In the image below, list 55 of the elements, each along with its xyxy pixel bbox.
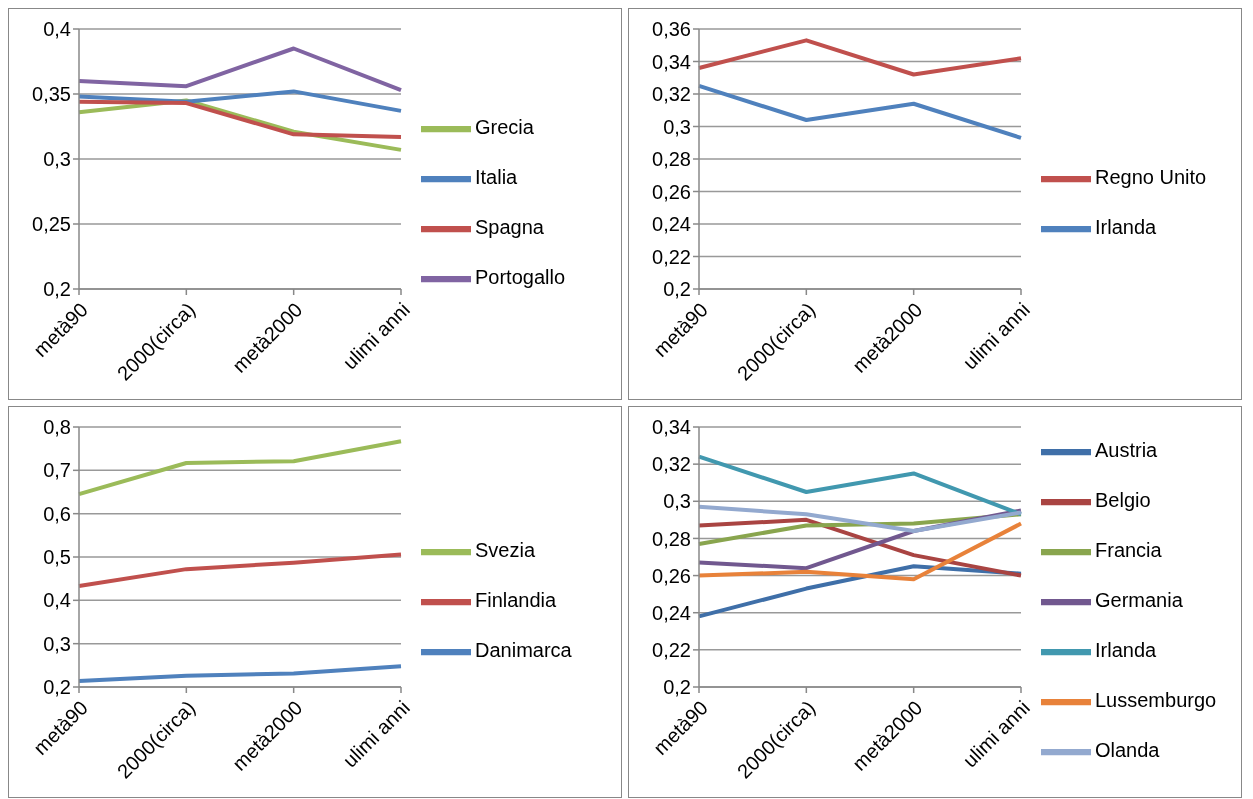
y-tick-label: 0,4	[43, 18, 71, 41]
y-tick-label: 0,24	[652, 213, 691, 236]
legend-label: Lussemburgo	[1095, 689, 1217, 712]
legend-label: Germania	[1095, 589, 1183, 612]
line-series	[697, 38, 1023, 77]
legend-label: Irlanda	[1095, 216, 1157, 239]
y-tick-label: 0,7	[43, 459, 71, 482]
y-tick-label: 0,26	[652, 564, 691, 587]
y-tick-label: 0,3	[663, 490, 691, 513]
y-tick-label: 0,35	[32, 83, 71, 106]
legend-label: Italia	[475, 166, 518, 189]
y-tick-label: 0,26	[652, 180, 691, 203]
legend-label: Francia	[1095, 539, 1162, 562]
y-tick-label: 0,2	[663, 676, 691, 699]
legend-label: Regno Unito	[1095, 166, 1207, 189]
legend-label: Spagna	[475, 216, 544, 239]
line-series	[697, 83, 1023, 140]
line-series	[77, 552, 403, 589]
y-tick-label: 0,28	[652, 527, 691, 550]
y-tick-label: 0,3	[43, 148, 71, 171]
legend-label: Belgio	[1095, 489, 1151, 512]
y-tick-label: 0,8	[43, 416, 71, 439]
y-tick-label: 0,25	[32, 213, 71, 236]
line-series	[697, 454, 1023, 517]
y-tick-label: 0,32	[652, 453, 691, 476]
legend-label: Olanda	[1095, 739, 1160, 762]
y-tick-label: 0,6	[43, 502, 71, 525]
line-series	[697, 504, 1023, 533]
y-tick-label: 0,28	[652, 148, 691, 171]
y-tick-label: 0,32	[652, 83, 691, 106]
y-tick-label: 0,36	[652, 18, 691, 41]
legend-label: Portogallo	[475, 266, 566, 289]
y-tick-label: 0,34	[652, 50, 691, 73]
y-tick-label: 0,2	[663, 278, 691, 301]
y-tick-label: 0,34	[652, 416, 691, 439]
y-tick-label: 0,5	[43, 546, 71, 569]
y-tick-label: 0,22	[652, 245, 691, 268]
line-series	[77, 99, 403, 139]
legend-label: Finlandia	[475, 589, 557, 612]
legend-label: Grecia	[475, 116, 534, 139]
y-tick-label: 0,3	[663, 115, 691, 138]
y-tick-label: 0,2	[43, 676, 71, 699]
y-tick-label: 0,24	[652, 601, 691, 624]
y-tick-label: 0,2	[43, 278, 71, 301]
legend-label: Irlanda	[1095, 639, 1157, 662]
legend-label: Danimarca	[475, 639, 572, 662]
legend-label: Svezia	[475, 539, 536, 562]
y-tick-label: 0,4	[43, 589, 71, 612]
line-series	[77, 439, 403, 497]
legend-label: Austria	[1095, 439, 1158, 462]
y-tick-label: 0,22	[652, 638, 691, 661]
line-series	[77, 89, 403, 113]
line-series	[77, 46, 403, 93]
y-tick-label: 0,3	[43, 632, 71, 655]
line-series	[77, 664, 403, 683]
